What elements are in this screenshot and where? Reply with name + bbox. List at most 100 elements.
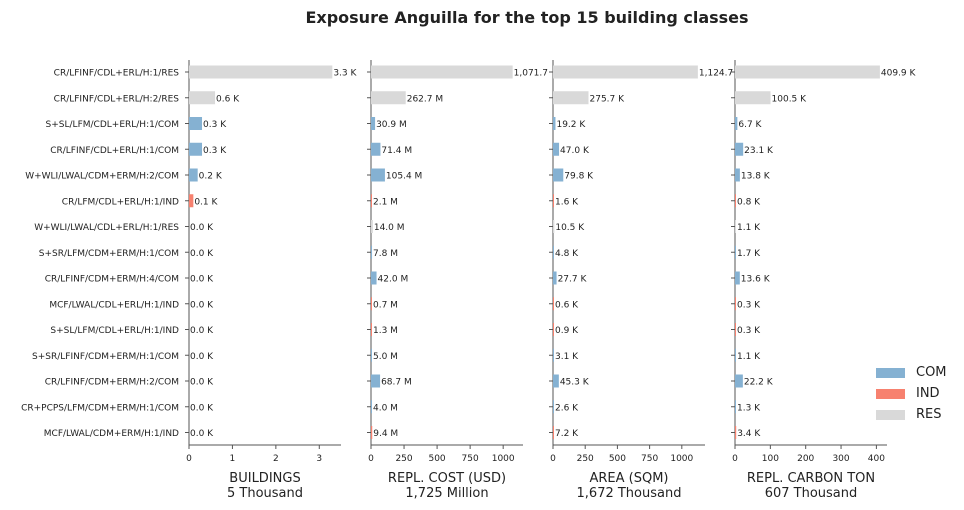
- category-label-cr-lfinf-cdl-erl-h-1-com: CR/LFINF/CDL+ERL/H:1/COM: [50, 146, 179, 156]
- panel-3-x-tick-label: 0: [550, 454, 556, 464]
- legend-item-com: COM: [876, 362, 947, 383]
- panel-1-total-label: 5 Thousand: [227, 486, 303, 501]
- panel-3-axis-label: AREA (SQM): [589, 471, 668, 486]
- category-label-cr-lfinf-cdm-erm-h-2-com: CR/LFINF/CDM+ERM/H:2/COM: [45, 378, 179, 388]
- panel-3-data-label: 79.8 K: [564, 172, 594, 182]
- panel-1-data-label: 0.2 K: [199, 172, 223, 182]
- panel-4-data-label: 0.8 K: [737, 197, 761, 207]
- panel-4-bar-cr-lfinf-cdm-erm-h-4-com: [735, 271, 740, 285]
- panel-4-data-label: 6.7 K: [738, 120, 762, 130]
- panel-1-x-tick-label: 0: [186, 454, 192, 464]
- panel-2-bar-cr-lfinf-cdm-erm-h-2-com: [371, 374, 381, 388]
- panel-2-bar-s-sr-lfinf-cdm-erm-h-1-com: [371, 348, 372, 362]
- panel-2-bar-mcf-lwal-cdm-erm-h-1-ind: [371, 426, 373, 439]
- panel-4-bar-cr-lfinf-cdl-erl-h-2-res: [735, 91, 771, 105]
- panel-2-axis-label: REPL. COST (USD): [388, 471, 506, 486]
- panel-2-bar-cr-lfinf-cdm-erm-h-4-com: [371, 271, 377, 285]
- panel-4-total-label: 607 Thousand: [765, 486, 858, 501]
- legend-item-ind: IND: [876, 383, 947, 404]
- legend: COM IND RES: [876, 362, 947, 425]
- panel-3-bar-s-sl-lfm-cdl-erl-h-1-ind: [553, 323, 554, 336]
- panel-3-data-label: 1.6 K: [555, 197, 579, 207]
- panel-1-data-label: 0.0 K: [190, 326, 214, 336]
- category-label-cr-lfinf-cdm-erm-h-4-com: CR/LFINF/CDM+ERM/H:4/COM: [45, 275, 179, 285]
- panel-3-x-tick-label: 250: [577, 454, 594, 464]
- panel-3-data-label: 0.6 K: [555, 300, 579, 310]
- panel-4-data-label: 22.2 K: [744, 378, 774, 388]
- panel-1-data-label: 0.0 K: [190, 378, 214, 388]
- panel-2-bar-s-sr-lfm-cdm-erm-h-1-com: [371, 245, 373, 259]
- panel-4-bar-s-sr-lfm-cdm-erm-h-1-com: [735, 245, 736, 259]
- panel-4-bar-w-wli-lwal-cdm-erm-h-2-com: [735, 168, 740, 182]
- panel-2-bar-cr-lfinf-cdl-erl-h-1-com: [371, 142, 381, 156]
- panel-3-bar-s-sl-lfm-cdl-erl-h-1-com: [553, 117, 556, 130]
- legend-swatch-res: [876, 409, 905, 420]
- panel-2-data-label: 2.1 M: [373, 197, 398, 207]
- category-label-cr-lfm-cdl-erl-h-1-ind: CR/LFM/CDL+ERL/H:1/IND: [62, 197, 179, 207]
- panel-3-bar-w-wli-lwal-cdm-erm-h-2-com: [553, 168, 564, 182]
- legend-label-com: COM: [916, 365, 947, 380]
- panel-2-data-label: 0.7 M: [373, 300, 398, 310]
- panel-4-data-label: 13.6 K: [741, 275, 771, 285]
- panel-2-bar-s-sl-lfm-cdl-erl-h-1-com: [371, 117, 376, 130]
- panel-4-x-tick-label: 100: [762, 454, 779, 464]
- panel-1-data-label: 0.3 K: [203, 120, 227, 130]
- panel-3-data-label: 7.2 K: [555, 429, 579, 439]
- panel-3-data-label: 1,124.7: [699, 69, 733, 79]
- panel-4-data-label: 1.7 K: [737, 249, 761, 259]
- panel-1-x-tick-label: 1: [230, 454, 236, 464]
- panel-2-data-label: 68.7 M: [381, 378, 412, 388]
- panel-3-bar-cr-lfinf-cdl-erl-h-2-res: [553, 91, 589, 105]
- panel-4-bar-w-wli-lwal-cdl-erl-h-1-res: [735, 220, 736, 233]
- panel-4-data-label: 23.1 K: [744, 146, 774, 156]
- legend-swatch-com: [876, 367, 905, 378]
- panel-4-data-label: 409.9 K: [881, 69, 917, 79]
- panel-2-data-label: 5.0 M: [373, 352, 398, 362]
- chart-title: Exposure Anguilla for the top 15 buildin…: [305, 8, 749, 27]
- panel-3-data-label: 10.5 K: [555, 223, 585, 233]
- panel-4-data-label: 13.8 K: [741, 172, 771, 182]
- panel-2-data-label: 105.4 M: [386, 172, 422, 182]
- panel-2-data-label: 14.0 M: [374, 223, 405, 233]
- category-label-s-sl-lfm-cdl-erl-h-1-ind: S+SL/LFM/CDL+ERL/H:1/IND: [50, 326, 179, 336]
- category-label-mcf-lwal-cdl-erl-h-1-ind: MCF/LWAL/CDL+ERL/H:1/IND: [49, 300, 179, 310]
- panel-4-x-tick-label: 0: [732, 454, 738, 464]
- panel-1-data-label: 0.0 K: [190, 300, 214, 310]
- panel-3-bar-cr-lfm-cdl-erl-h-1-ind: [553, 194, 554, 208]
- panel-3-total-label: 1,672 Thousand: [577, 486, 682, 501]
- legend-item-res: RES: [876, 404, 947, 425]
- panel-1-bar-cr-lfinf-cdl-erl-h-1-res: [189, 65, 333, 79]
- panel-3-bar-mcf-lwal-cdl-erl-h-1-ind: [553, 297, 554, 311]
- panel-4-bar-s-sr-lfinf-cdm-erm-h-1-com: [735, 348, 736, 362]
- panel-2-data-label: 262.7 M: [407, 94, 443, 104]
- panel-1-data-label: 0.0 K: [190, 429, 214, 439]
- panel-1-axis-label: BUILDINGS: [229, 471, 300, 486]
- panel-3-data-label: 3.1 K: [555, 352, 579, 362]
- panel-1-bar-w-wli-lwal-cdm-erm-h-2-com: [189, 168, 198, 182]
- legend-label-ind: IND: [916, 386, 940, 401]
- panel-4-x-tick-label: 400: [868, 454, 885, 464]
- panel-2-bar-cr-pcps-lfm-cdm-erm-h-1-com: [371, 400, 372, 414]
- panel-3-data-label: 275.7 K: [590, 94, 626, 104]
- panel-4-data-label: 1.1 K: [737, 352, 761, 362]
- panel-1-x-tick-label: 2: [273, 454, 279, 464]
- panel-2-bar-w-wli-lwal-cdm-erm-h-2-com: [371, 168, 385, 182]
- panel-2-x-tick-label: 750: [462, 454, 479, 464]
- panel-1-data-label: 0.0 K: [190, 223, 214, 233]
- panel-1-x-tick-label: 3: [316, 454, 322, 464]
- panel-2-bar-w-wli-lwal-cdl-erl-h-1-res: [371, 220, 373, 233]
- panel-2-bar-cr-lfinf-cdl-erl-h-2-res: [371, 91, 406, 105]
- panel-2-x-tick-label: 1000: [492, 454, 515, 464]
- panel-3-bar-s-sr-lfinf-cdm-erm-h-1-com: [553, 348, 554, 362]
- panel-3-bar-w-wli-lwal-cdl-erl-h-1-res: [553, 220, 555, 233]
- panel-4-bar-mcf-lwal-cdl-erl-h-1-ind: [735, 297, 736, 311]
- category-label-mcf-lwal-cdm-erm-h-1-ind: MCF/LWAL/CDM+ERM/H:1/IND: [44, 429, 179, 439]
- panel-2-bar-cr-lfm-cdl-erl-h-1-ind: [371, 194, 372, 208]
- panel-1-bar-cr-lfinf-cdl-erl-h-2-res: [189, 91, 216, 105]
- panel-4-bar-s-sl-lfm-cdl-erl-h-1-ind: [735, 323, 736, 336]
- panel-3-data-label: 4.8 K: [555, 249, 579, 259]
- panel-4-data-label: 1.1 K: [737, 223, 761, 233]
- panel-3-data-label: 2.6 K: [555, 403, 579, 413]
- panel-2-data-label: 30.9 M: [376, 120, 407, 130]
